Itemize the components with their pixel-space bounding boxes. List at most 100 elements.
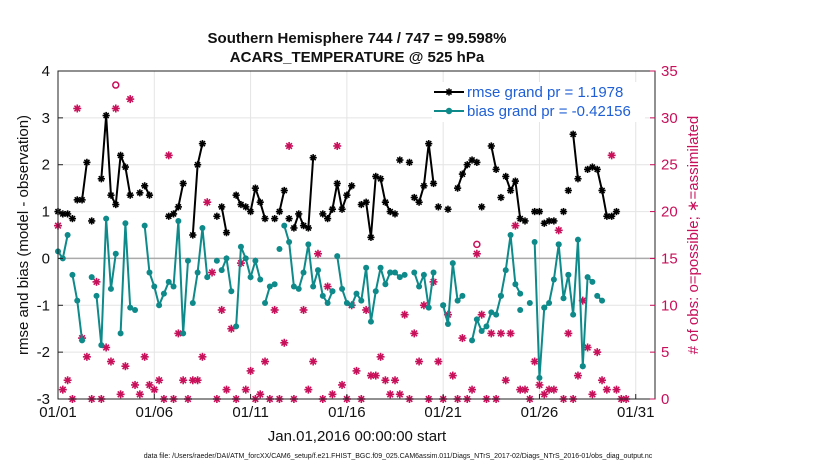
obs-assimilated-point <box>381 376 390 385</box>
bias-point <box>252 257 259 264</box>
legend-rmse-marker <box>445 88 453 96</box>
bias-point <box>440 302 447 309</box>
bias-point <box>180 330 187 337</box>
obs-assimilated-point <box>164 151 173 160</box>
rmse-point <box>68 215 77 223</box>
bias-point <box>233 323 240 330</box>
rmse-point <box>492 165 500 173</box>
bias-point <box>276 246 283 253</box>
obs-assimilated-point <box>140 352 149 361</box>
bias-point <box>132 306 139 313</box>
rmse-point <box>444 205 452 213</box>
bias-point <box>141 222 148 229</box>
obs-assimilated-point <box>607 151 616 160</box>
obs-assimilated-point <box>573 371 582 380</box>
rmse-point <box>521 217 529 225</box>
rmse-point <box>396 156 404 164</box>
rmse-point <box>598 186 606 195</box>
bias-point <box>449 260 456 267</box>
rmse-point <box>102 111 110 120</box>
bias-point <box>473 316 480 323</box>
obs-assimilated-point <box>116 390 125 399</box>
bias-line-segment <box>235 246 262 327</box>
left-axis-ticks: -3 -2 -1 0 1 2 3 4 <box>37 63 63 408</box>
bias-point <box>127 304 134 311</box>
y2-tick-label: 0 <box>661 391 669 408</box>
bias-point <box>478 328 485 335</box>
obs-assimilated-point <box>395 390 404 399</box>
x-tick-label: 01/01 <box>39 404 77 421</box>
obs-assimilated-point <box>58 385 67 394</box>
rmse-point <box>213 212 221 220</box>
y2-tick-label: 10 <box>661 297 678 314</box>
rmse-point <box>198 140 207 148</box>
obs-assimilated-point <box>261 357 270 366</box>
obs-assimilated-point <box>111 104 120 113</box>
rmse-point <box>304 224 312 232</box>
obs-assimilated-point <box>501 376 510 385</box>
bias-point <box>469 337 476 344</box>
bias-point <box>392 269 399 276</box>
y2-tick-label: 30 <box>661 110 678 127</box>
bias-point <box>242 255 249 262</box>
y2-tick-label: 35 <box>661 63 678 80</box>
rmse-point <box>391 210 399 218</box>
obs-assimilated-point <box>506 329 515 338</box>
y-tick-label: 2 <box>42 157 50 174</box>
bias-point <box>266 283 273 290</box>
obs-assimilated-point <box>487 329 496 338</box>
x-tick-label: 01/31 <box>617 404 655 421</box>
rmse-point <box>126 191 134 199</box>
chart-subtitle: ACARS_TEMPERATURE @ 525 hPa <box>230 49 485 66</box>
bias-point <box>257 276 264 283</box>
bias-point <box>98 342 105 349</box>
obs-assimilated-point <box>477 310 486 319</box>
rmse-point <box>612 207 621 216</box>
bias-point <box>69 271 76 278</box>
legend-box <box>432 82 645 122</box>
rmse-point <box>275 207 284 216</box>
obs-assimilated-point <box>179 376 188 385</box>
bias-point <box>382 281 389 288</box>
obs-assimilated-point <box>535 380 544 389</box>
rmse-point <box>88 217 96 225</box>
rmse-point <box>232 191 240 199</box>
bias-point <box>103 215 110 222</box>
obs-assimilated-point <box>386 390 395 399</box>
rmse-point <box>194 161 202 169</box>
chart-title: Southern Hemisphere 744 / 747 = 99.598% <box>208 30 507 47</box>
bias-point <box>189 299 196 306</box>
y-tick-label: -1 <box>37 297 50 314</box>
bias-point <box>329 288 336 295</box>
obs-assimilated-point <box>468 385 477 394</box>
rmse-point <box>420 182 428 190</box>
obs-assimilated-point <box>280 338 289 347</box>
bias-point <box>93 292 100 299</box>
obs-assimilated-point <box>246 366 255 375</box>
legend: rmse grand pr = 1.1978 bias grand pr = -… <box>432 82 645 122</box>
bias-point <box>579 363 586 370</box>
y-tick-label: 4 <box>42 63 50 80</box>
obs-assimilated-point <box>564 329 573 338</box>
y2-axis-label: # of obs: o=possible; ∗=assimilated <box>685 116 702 355</box>
bias-point <box>367 318 374 325</box>
rmse-point <box>64 210 72 218</box>
bias-point <box>146 269 153 276</box>
legend-bias-marker <box>445 107 453 115</box>
bias-point <box>459 292 466 299</box>
rmse-point <box>574 175 582 183</box>
rmse-point <box>121 163 130 171</box>
rmse-line-segment <box>278 190 286 212</box>
bias-point <box>430 269 437 276</box>
rmse-point <box>333 179 341 188</box>
series-obs-possible <box>112 81 481 249</box>
rmse-point <box>367 233 375 241</box>
obs-assimilated-point <box>362 305 371 314</box>
obs-assimilated-point <box>256 390 265 399</box>
y-tick-label: 1 <box>42 204 50 221</box>
rmse-point <box>463 161 471 169</box>
bias-point <box>151 283 158 290</box>
obs-assimilated-point <box>145 380 154 389</box>
obs-assimilated-point <box>299 305 308 314</box>
